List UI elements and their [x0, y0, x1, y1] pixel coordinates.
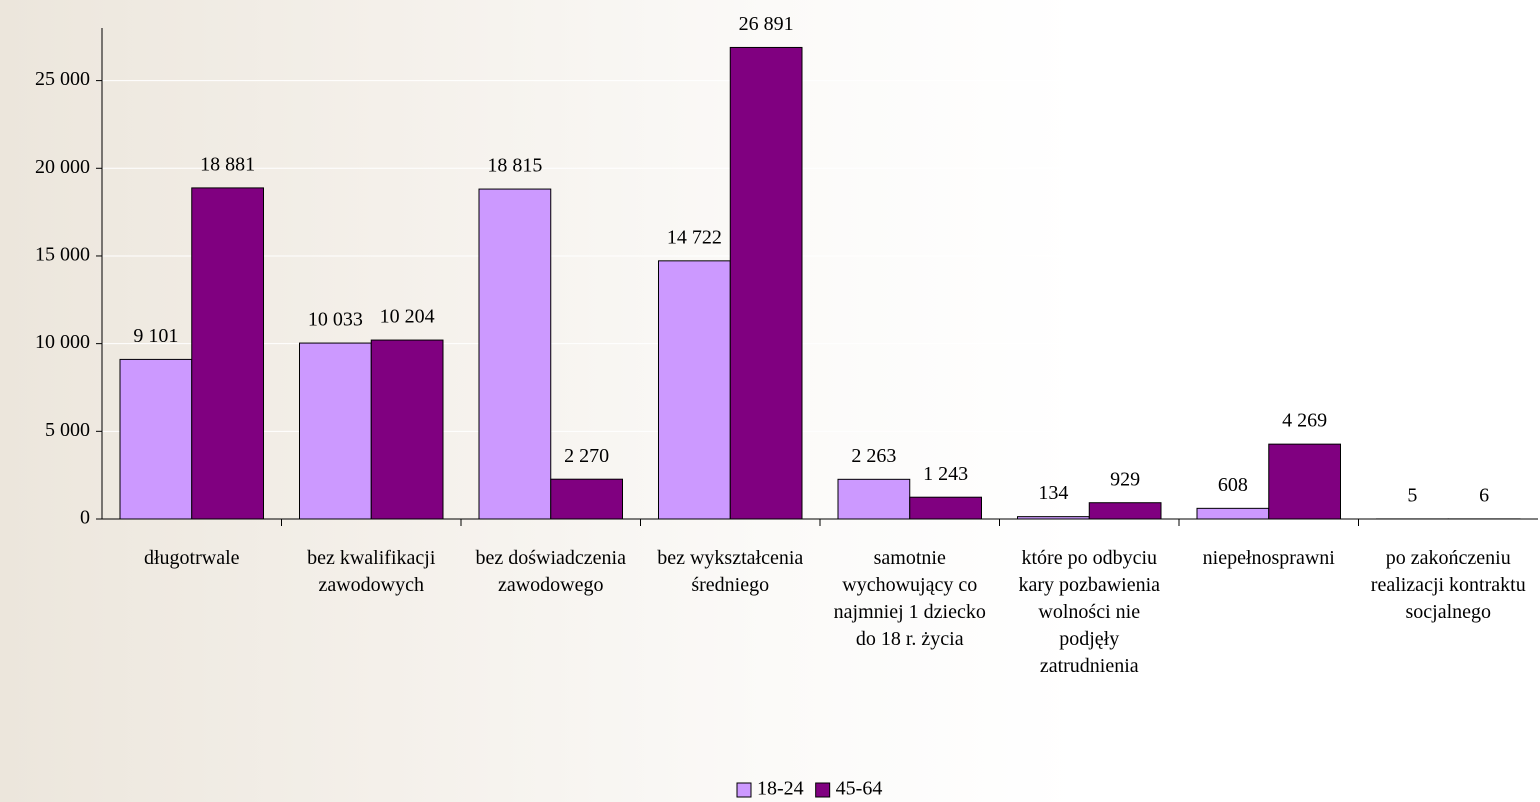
value-label: 14 722 — [667, 226, 722, 248]
page: 0 5 000 10 000 15 000 20 000 25 000 9 101 18 88… — [0, 0, 1540, 802]
bar — [1269, 444, 1341, 519]
bar — [120, 359, 192, 519]
value-label: 10 204 — [380, 306, 435, 328]
legend-label: 45-64 — [836, 778, 883, 800]
bar — [551, 479, 623, 519]
chart: 0 5 000 10 000 15 000 20 000 25 000 9 101 18 88… — [0, 0, 1540, 802]
x-tick-label: po zakończeniu realizacji kontraktu socj… — [1367, 545, 1531, 626]
x-tick-label: samotnie wychowujący co najmniej 1 dziec… — [828, 545, 992, 653]
y-tick-label: 25 000 — [35, 68, 90, 90]
value-label: 608 — [1218, 474, 1248, 496]
legend-label: 18-24 — [757, 778, 804, 800]
x-tick-label: bez wykształcenia średniego — [649, 545, 813, 599]
y-tick-label: 10 000 — [35, 331, 90, 353]
x-tick-label: które po odbyciu kary pozbawienia wolnoś… — [1008, 545, 1172, 680]
bar — [1018, 517, 1090, 519]
legend-swatch — [737, 783, 751, 797]
value-label: 1 243 — [923, 463, 968, 485]
y-tick-label: 0 — [80, 507, 90, 529]
legend-swatch — [816, 783, 830, 797]
bar — [910, 497, 982, 519]
bar — [1089, 503, 1161, 519]
x-tick-label: długotrwale — [110, 545, 274, 572]
value-label: 26 891 — [739, 13, 794, 35]
y-tick-label: 5 000 — [45, 419, 90, 441]
bar — [659, 261, 731, 519]
bar — [192, 188, 264, 519]
value-label: 2 263 — [851, 445, 896, 467]
value-label: 2 270 — [564, 445, 609, 467]
value-label: 134 — [1038, 482, 1068, 504]
y-tick-label: 15 000 — [35, 244, 90, 266]
bar — [371, 340, 443, 519]
value-label: 929 — [1110, 468, 1140, 490]
x-tick-label: bez doświadczenia zawodowego — [469, 545, 633, 599]
value-label: 4 269 — [1282, 410, 1327, 432]
bar — [838, 479, 910, 519]
bar — [300, 343, 372, 519]
value-label: 18 881 — [200, 154, 255, 176]
y-tick-label: 20 000 — [35, 156, 90, 178]
value-label: 18 815 — [487, 155, 542, 177]
bar — [479, 189, 551, 519]
x-tick-label: niepełnosprawni — [1187, 545, 1351, 572]
bar — [1197, 508, 1269, 519]
bar — [730, 47, 802, 519]
value-label: 6 — [1479, 484, 1489, 506]
value-label: 10 033 — [308, 309, 363, 331]
x-tick-label: bez kwalifikacji zawodowych — [290, 545, 454, 599]
value-label: 5 — [1407, 485, 1417, 507]
value-label: 9 101 — [133, 325, 178, 347]
